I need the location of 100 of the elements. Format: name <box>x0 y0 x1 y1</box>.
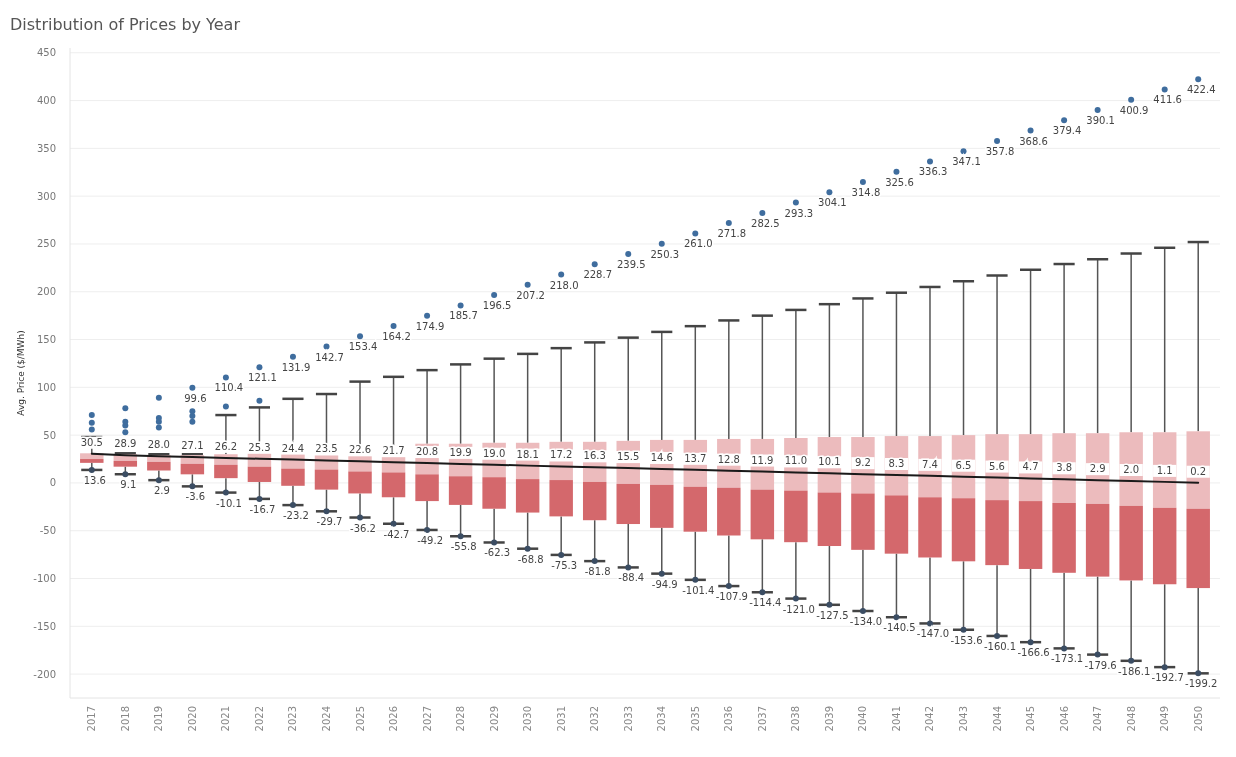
data-label: 30.5 <box>80 436 103 448</box>
data-label: 304.1 <box>818 197 847 209</box>
data-label: 282.5 <box>751 217 780 229</box>
data-label: 1.1 <box>1156 464 1173 476</box>
data-label: 164.2 <box>382 330 411 342</box>
x-tick-label: 2045 <box>1025 706 1037 732</box>
data-label: -88.4 <box>618 572 645 584</box>
y-tick-label: 0 <box>49 477 56 489</box>
point <box>524 545 531 552</box>
x-tick-label: 2042 <box>924 706 936 732</box>
data-label: 261.0 <box>683 238 713 250</box>
data-label: 18.1 <box>516 448 539 460</box>
point <box>692 576 699 583</box>
x-tick-label: 2034 <box>656 706 668 732</box>
data-label: 9.1 <box>120 479 137 491</box>
data-label: 13.7 <box>684 452 707 464</box>
point <box>222 489 229 496</box>
point <box>893 614 900 621</box>
point <box>558 271 565 278</box>
data-label: -94.9 <box>651 578 678 590</box>
point <box>591 558 598 565</box>
point <box>1027 127 1034 134</box>
data-label: -55.8 <box>450 541 477 553</box>
data-label: -29.7 <box>316 516 343 528</box>
x-tick-label: 2025 <box>354 706 366 732</box>
x-tick-label: 2038 <box>790 706 802 732</box>
data-label: 28.9 <box>114 438 137 450</box>
point <box>189 483 196 490</box>
x-tick-label: 2019 <box>153 706 165 732</box>
x-tick-label: 2036 <box>723 706 735 732</box>
point <box>926 158 933 165</box>
data-label: -173.1 <box>1050 653 1084 665</box>
point <box>759 589 766 596</box>
point <box>1061 645 1068 652</box>
point <box>1195 76 1202 83</box>
x-tick-label: 2017 <box>86 706 98 732</box>
point <box>424 312 431 319</box>
data-label: 16.3 <box>583 450 606 462</box>
point <box>122 471 129 478</box>
data-label: 25.3 <box>248 441 271 453</box>
y-tick-label: -200 <box>33 668 56 680</box>
y-axis-title: Avg. Price ($/MWh) <box>16 330 26 416</box>
data-label: -23.2 <box>283 510 309 522</box>
data-label: 411.6 <box>1153 94 1182 106</box>
y-tick-label: 200 <box>36 286 56 298</box>
point <box>792 199 799 206</box>
data-label: 239.5 <box>616 258 646 270</box>
y-tick-label: 100 <box>36 381 56 393</box>
y-tick-label: 450 <box>36 47 56 59</box>
data-label: -101.4 <box>682 584 715 596</box>
data-label: -68.8 <box>517 553 544 565</box>
point <box>424 526 431 533</box>
data-label: 20.8 <box>415 446 439 458</box>
point <box>960 626 967 633</box>
point <box>1161 664 1168 671</box>
x-tick-label: 2041 <box>890 706 902 732</box>
data-label: -166.6 <box>1017 647 1050 659</box>
data-label: 22.6 <box>348 444 372 456</box>
data-label: 6.5 <box>955 459 972 471</box>
data-label: 17.2 <box>550 449 573 461</box>
y-tick-label: 300 <box>36 190 56 202</box>
point <box>289 353 296 360</box>
x-tick-label: 2037 <box>756 706 768 732</box>
data-label: -199.2 <box>1185 678 1218 690</box>
y-tick-label: -50 <box>39 525 56 537</box>
point <box>859 179 866 186</box>
data-label: -10.1 <box>215 497 242 509</box>
point <box>658 570 665 577</box>
data-label: 2.9 <box>1089 463 1106 475</box>
data-label: 357.8 <box>985 145 1015 157</box>
point <box>88 412 95 419</box>
point <box>625 250 632 257</box>
data-label: 5.6 <box>989 460 1005 472</box>
data-label: 142.7 <box>315 351 344 363</box>
data-label: -140.5 <box>883 622 916 634</box>
data-label: -42.7 <box>383 528 410 540</box>
y-tick-label: 250 <box>36 238 56 250</box>
point <box>994 137 1001 144</box>
data-label: 196.5 <box>482 300 512 312</box>
y-tick-label: -100 <box>33 573 56 585</box>
data-label: 0.2 <box>1190 465 1207 477</box>
point <box>658 240 665 247</box>
data-label: -127.5 <box>816 609 849 621</box>
data-label: 27.1 <box>181 440 204 452</box>
data-label: -147.0 <box>916 628 950 640</box>
x-tick-label: 2050 <box>1192 706 1204 732</box>
data-label: 12.8 <box>717 453 740 465</box>
data-label: 207.2 <box>516 289 545 301</box>
data-label: -36.2 <box>350 522 376 534</box>
data-label: 400.9 <box>1119 104 1149 116</box>
x-tick-label: 2030 <box>522 706 534 732</box>
data-label: -81.8 <box>584 566 611 578</box>
x-tick-label: 2032 <box>589 706 601 732</box>
point <box>1195 670 1202 677</box>
data-label: 26.2 <box>214 440 238 452</box>
x-tick-label: 2048 <box>1125 706 1137 732</box>
y-tick-label: 50 <box>43 429 56 441</box>
point <box>558 551 565 558</box>
data-label: -134.0 <box>849 616 883 628</box>
point <box>88 466 95 473</box>
